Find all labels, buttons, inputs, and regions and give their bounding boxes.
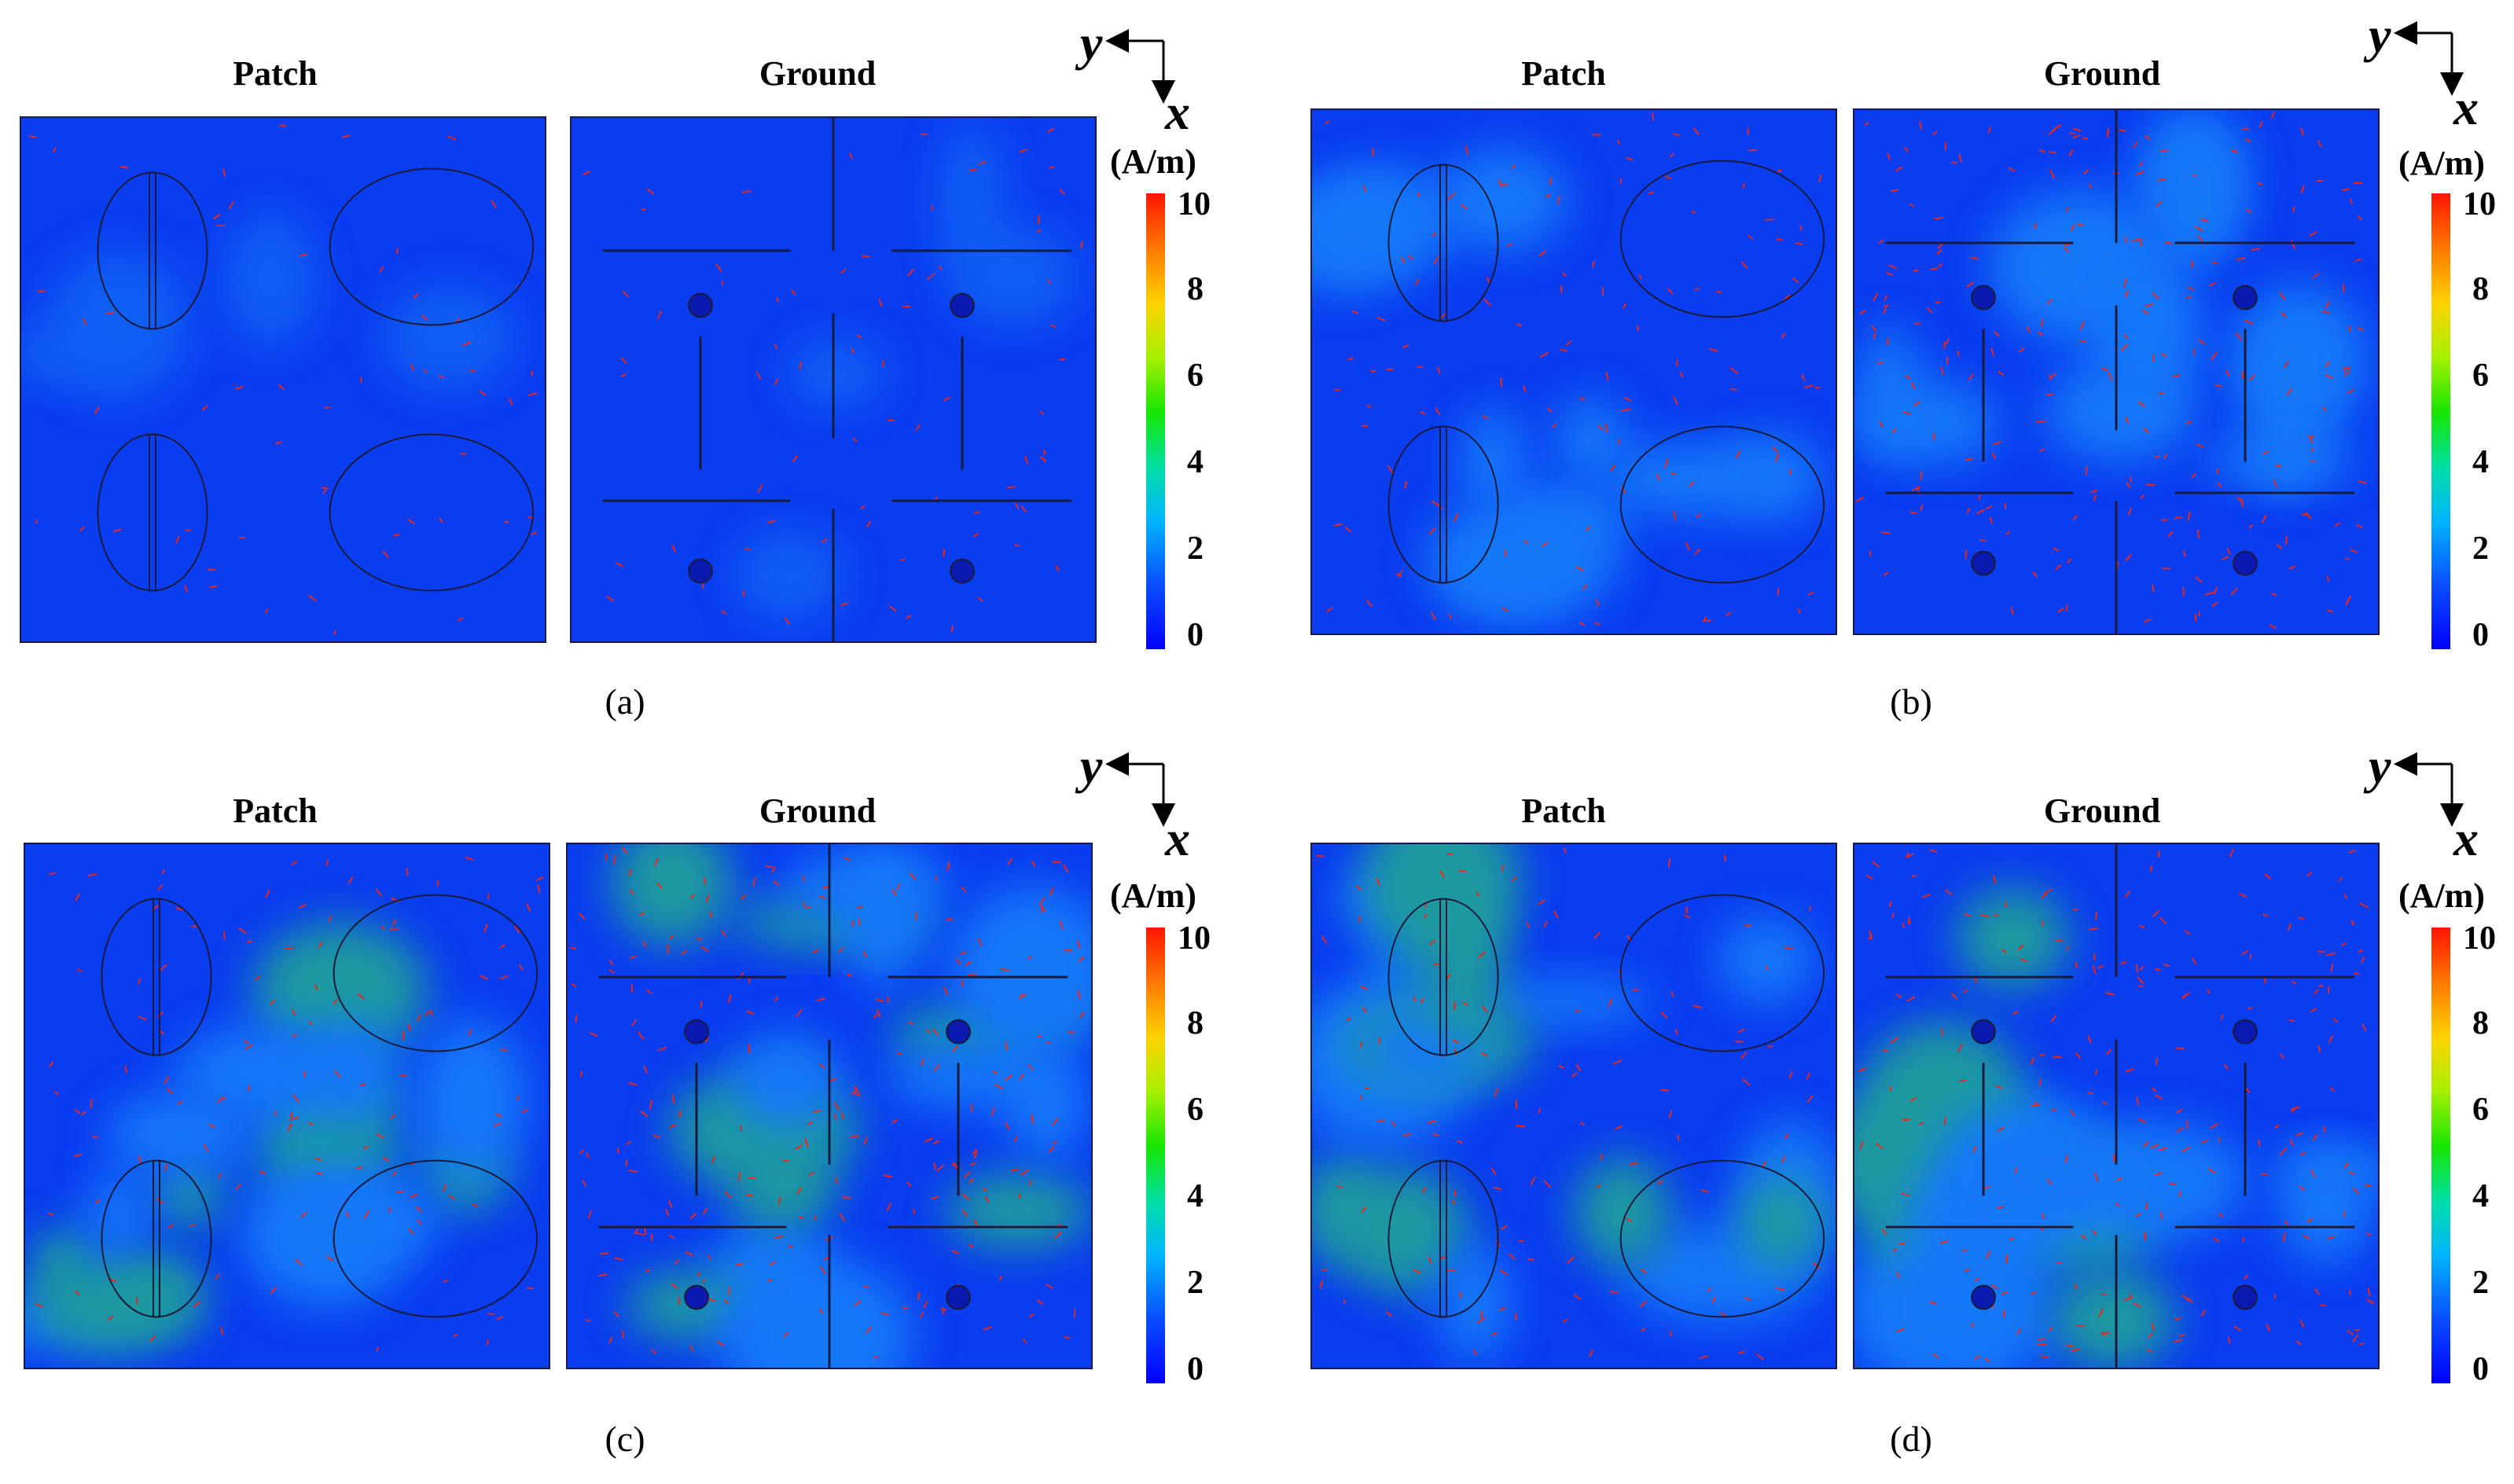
ellipse-slot xyxy=(1619,425,1825,584)
colorbar-tick: 10 xyxy=(2463,920,2496,957)
colorbar-unit: (A/m) xyxy=(2398,876,2485,915)
ellipse-slot xyxy=(1619,894,1825,1052)
patch-field-map xyxy=(1310,108,1837,635)
feed-via xyxy=(684,1019,709,1045)
feed-via xyxy=(946,1284,971,1310)
axis-y-label: y xyxy=(1080,15,1103,71)
figure-b: Patch Ground y x (A/m) 10 8 6 4 2 0 (b) xyxy=(1257,0,2514,742)
colorbar-tick: 0 xyxy=(2472,1351,2489,1387)
patch-title: Patch xyxy=(233,54,318,93)
colorbar xyxy=(2431,928,2450,1383)
figure-d: Patch Ground y x (A/m) 10 8 6 4 2 0 (d) xyxy=(1257,738,2514,1484)
feed-via xyxy=(950,292,975,318)
center-slot xyxy=(153,898,160,1056)
ellipse-slot xyxy=(329,433,535,592)
colorbar-tick: 4 xyxy=(2472,1178,2489,1214)
colorbar-tick: 2 xyxy=(2472,1265,2489,1301)
feed-via xyxy=(1971,1019,1996,1045)
ellipse-slot xyxy=(333,894,538,1052)
ground-title: Ground xyxy=(2043,54,2161,93)
patch-field-map xyxy=(24,843,550,1369)
colorbar-unit: (A/m) xyxy=(2398,144,2485,182)
feed-via xyxy=(2233,550,2258,576)
figure-caption: (c) xyxy=(605,1419,645,1459)
colorbar-tick: 6 xyxy=(2472,1092,2489,1128)
colorbar-tick: 4 xyxy=(2472,444,2489,480)
colorbar-unit: (A/m) xyxy=(1110,876,1196,915)
feed-via xyxy=(2233,1019,2258,1045)
feed-via xyxy=(2233,285,2258,310)
feed-via xyxy=(946,1019,971,1045)
ellipse-slot xyxy=(1619,160,1825,318)
axis-y-label: y xyxy=(1080,738,1103,794)
axis-y-label: y xyxy=(2369,7,2391,63)
figure-caption: (d) xyxy=(1890,1419,1932,1459)
ground-field-map xyxy=(1853,108,2380,635)
colorbar-tick: 8 xyxy=(2472,1005,2489,1041)
colorbar-tick: 0 xyxy=(1187,1351,1204,1387)
colorbar-tick: 8 xyxy=(1187,271,1204,307)
colorbar xyxy=(1146,193,1165,649)
center-slot xyxy=(153,1159,160,1318)
patch-field-map xyxy=(1310,843,1837,1369)
axis-arrows xyxy=(1105,29,1175,104)
figure-caption: (a) xyxy=(605,681,645,722)
axis-arrows xyxy=(2394,752,2464,827)
ground-field-map xyxy=(1853,843,2380,1369)
colorbar-unit: (A/m) xyxy=(1110,142,1196,181)
colorbar-tick: 8 xyxy=(2472,271,2489,307)
center-slot xyxy=(1439,898,1447,1056)
center-slot xyxy=(1439,1159,1447,1318)
feed-via xyxy=(688,558,713,584)
colorbar-tick: 6 xyxy=(1187,358,1204,394)
colorbar-tick: 2 xyxy=(1187,531,1204,567)
colorbar-tick: 10 xyxy=(2463,186,2496,222)
colorbar-tick: 2 xyxy=(1187,1265,1204,1301)
feed-via xyxy=(950,558,975,584)
feed-via xyxy=(2233,1284,2258,1310)
ground-title: Ground xyxy=(2043,792,2161,830)
ground-field-map xyxy=(570,116,1097,643)
axis-y-label: y xyxy=(2369,738,2391,794)
feed-via xyxy=(1971,550,1996,576)
colorbar-tick: 0 xyxy=(2472,617,2489,653)
colorbar-tick: 10 xyxy=(1178,920,1211,957)
colorbar-tick: 8 xyxy=(1187,1005,1204,1041)
colorbar-tick: 2 xyxy=(2472,531,2489,567)
colorbar-tick: 10 xyxy=(1178,186,1211,222)
center-slot xyxy=(1439,163,1447,322)
feed-via xyxy=(1971,285,1996,310)
feed-via xyxy=(684,1284,709,1310)
colorbar-tick: 4 xyxy=(1187,444,1204,480)
figure-a: Patch Ground y x (A/m) 10 8 6 4 2 0 (a) xyxy=(0,0,1257,742)
figure-caption: (b) xyxy=(1890,681,1932,722)
axis-arrows xyxy=(1105,752,1175,827)
ellipse-slot xyxy=(329,167,535,326)
patch-title: Patch xyxy=(233,792,318,830)
center-slot xyxy=(1439,425,1447,584)
colorbar-tick: 4 xyxy=(1187,1178,1204,1214)
colorbar xyxy=(2431,193,2450,649)
feed-via xyxy=(1971,1284,1996,1310)
center-slot xyxy=(149,171,156,330)
ground-title: Ground xyxy=(759,54,877,93)
colorbar-tick: 0 xyxy=(1187,617,1204,653)
colorbar-tick: 6 xyxy=(2472,358,2489,394)
ellipse-slot xyxy=(333,1159,538,1318)
center-slot xyxy=(149,433,156,592)
figure-c: Patch Ground y x (A/m) 10 8 6 4 2 0 (c) xyxy=(0,738,1257,1484)
patch-title: Patch xyxy=(1521,792,1606,830)
colorbar-tick: 6 xyxy=(1187,1092,1204,1128)
ellipse-slot xyxy=(1619,1159,1825,1318)
axis-arrows xyxy=(2394,21,2464,96)
colorbar xyxy=(1146,928,1165,1383)
ground-title: Ground xyxy=(759,792,877,830)
feed-via xyxy=(688,292,713,318)
patch-field-map xyxy=(20,116,546,643)
patch-title: Patch xyxy=(1521,54,1606,93)
ground-field-map xyxy=(566,843,1093,1369)
